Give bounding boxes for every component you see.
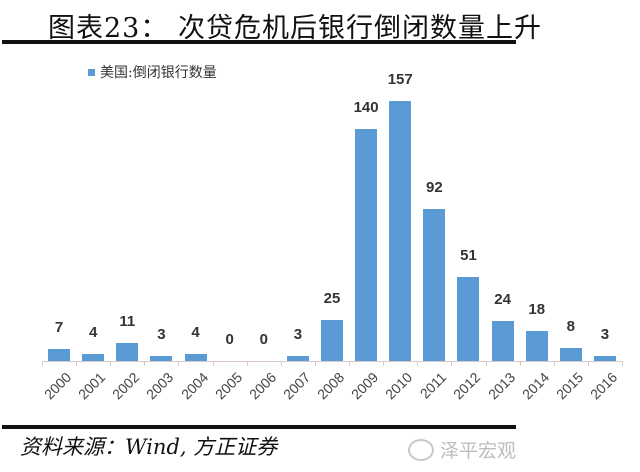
data-label-2013: 24: [494, 291, 511, 309]
x-tick-label-2010: 2010: [382, 369, 416, 403]
x-axis-tick: [42, 361, 43, 366]
legend-swatch: [88, 68, 95, 76]
data-label-2005: 0: [225, 331, 234, 348]
footer-divider: [2, 425, 516, 429]
data-label-2004: 4: [191, 324, 200, 342]
x-tick-label-2015: 2015: [552, 369, 587, 403]
data-label-2007: 3: [293, 326, 303, 344]
data-label-2014: 18: [528, 301, 546, 319]
x-axis-tick: [417, 361, 419, 366]
x-axis-tick: [110, 361, 112, 366]
bar-2002: [116, 342, 139, 361]
x-tick-label-2006: 2006: [245, 369, 280, 403]
x-axis-tick: [519, 361, 521, 366]
data-label-2016: 3: [600, 326, 610, 344]
x-axis-tick: [144, 361, 146, 366]
x-tick-label-2009: 2009: [348, 369, 382, 403]
x-tick-label-2004: 2004: [177, 369, 211, 403]
x-axis-tick: [280, 361, 282, 366]
x-axis-tick: [178, 361, 180, 366]
bar-2014: [525, 331, 548, 361]
bar-2003: [150, 356, 173, 361]
data-label-2001: 4: [89, 324, 98, 342]
bar-2010: [389, 101, 412, 361]
x-tick-label-2011: 2011: [417, 369, 450, 402]
x-tick-label-2000: 2000: [41, 369, 75, 403]
x-axis: [42, 361, 622, 362]
chart-legend: 美国:倒闭银行数量: [88, 62, 217, 82]
source-note: 资料来源：Wind, 方正证券: [20, 435, 278, 459]
x-axis-tick: [622, 361, 623, 366]
bar-2007: [286, 356, 309, 361]
x-axis-tick: [349, 361, 351, 366]
data-label-2002: 11: [119, 312, 136, 330]
x-axis-tick: [485, 361, 487, 366]
data-label-2006: 0: [259, 331, 268, 348]
wechat-icon: [408, 438, 434, 461]
data-label-2009: 140: [353, 99, 379, 117]
bar-2009: [355, 129, 378, 361]
x-tick-label-2001: 2001: [75, 369, 109, 403]
data-label-2008: 25: [323, 289, 341, 307]
x-axis-tick: [314, 361, 316, 366]
x-tick-label-2003: 2003: [143, 369, 177, 403]
bar-2008: [321, 319, 343, 361]
x-tick-label-2012: 2012: [450, 369, 484, 403]
chart-title: 图表23： 次贷危机后银行倒闭数量上升: [48, 13, 542, 44]
bar-2011: [423, 208, 446, 361]
bar-2000: [48, 349, 71, 361]
data-label-2000: 7: [54, 319, 64, 337]
data-label-2011: 92: [426, 178, 443, 196]
x-tick-label-2008: 2008: [313, 369, 348, 403]
legend-label: 美国:倒闭银行数量: [100, 65, 217, 81]
x-tick-label-2013: 2013: [484, 369, 518, 403]
bar-2015: [559, 347, 582, 361]
x-axis-tick: [553, 361, 555, 366]
x-tick-label-2014: 2014: [518, 369, 553, 403]
x-tick-label-2005: 2005: [211, 369, 245, 403]
x-axis-tick: [246, 361, 248, 366]
bar-2004: [184, 354, 207, 361]
x-axis-tick: [383, 361, 385, 366]
x-axis-tick: [76, 361, 78, 366]
data-label-2003: 3: [157, 326, 166, 344]
bar-2001: [82, 354, 105, 361]
watermark: 泽平宏观: [408, 436, 516, 463]
x-axis-tick: [212, 361, 214, 366]
x-tick-label-2002: 2002: [109, 369, 143, 403]
bar-2016: [593, 356, 616, 361]
x-tick-label-2016: 2016: [586, 369, 621, 403]
x-axis-tick: [451, 361, 453, 366]
data-label-2010: 157: [387, 71, 413, 88]
bar-2012: [457, 276, 480, 361]
x-axis-tick: [587, 361, 589, 366]
watermark-text: 泽平宏观: [440, 440, 517, 462]
data-label-2015: 8: [566, 317, 575, 335]
x-tick-label-2007: 2007: [279, 369, 314, 403]
bar-2013: [491, 321, 514, 361]
data-label-2012: 51: [460, 246, 477, 264]
title-divider: [2, 40, 516, 44]
